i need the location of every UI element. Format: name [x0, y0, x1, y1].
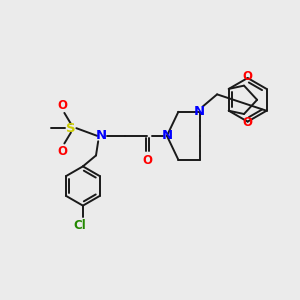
Text: O: O: [57, 145, 67, 158]
Text: N: N: [161, 129, 172, 142]
Text: S: S: [66, 122, 76, 135]
Text: N: N: [96, 129, 107, 142]
Text: O: O: [242, 70, 252, 83]
Text: O: O: [242, 116, 252, 129]
Text: Cl: Cl: [73, 219, 86, 232]
Text: N: N: [194, 105, 205, 118]
Text: O: O: [57, 99, 67, 112]
Text: O: O: [142, 154, 152, 167]
